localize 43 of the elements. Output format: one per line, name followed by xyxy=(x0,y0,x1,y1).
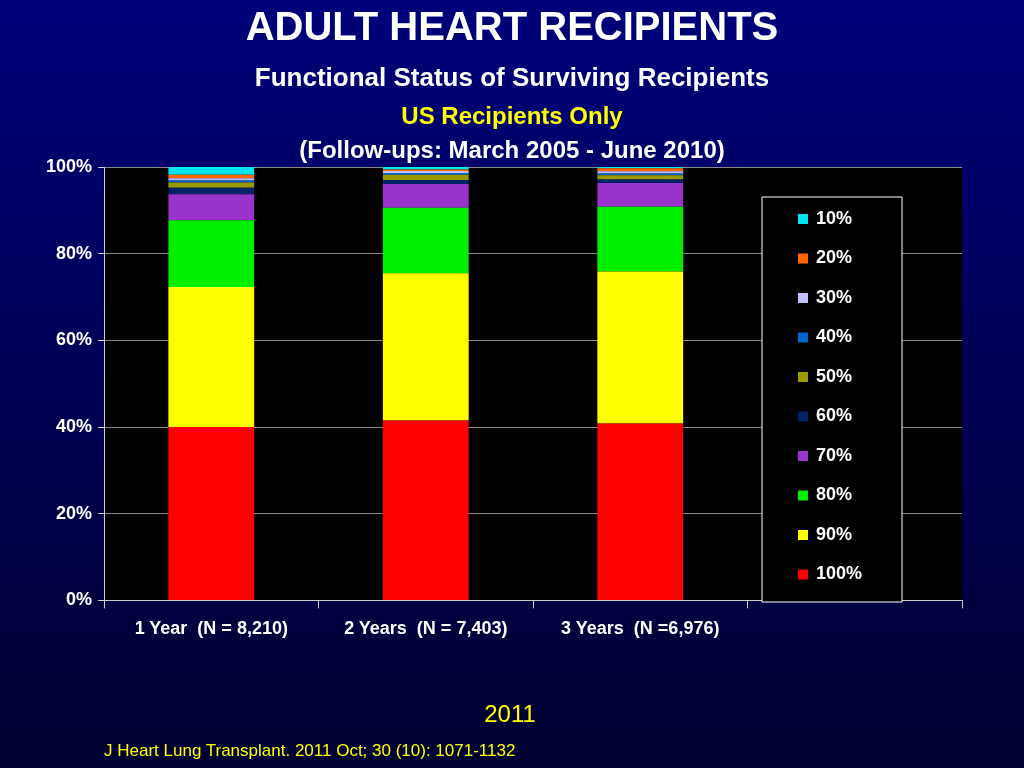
legend-label: 70% xyxy=(816,444,853,465)
legend-label: 90% xyxy=(816,523,853,544)
y-tick-label: 0% xyxy=(66,589,93,610)
chart-title: ADULT HEART RECIPIENTS xyxy=(244,4,780,49)
y-tick-label: 60% xyxy=(56,329,93,350)
bar xyxy=(168,182,255,188)
bar xyxy=(597,175,684,180)
bar xyxy=(597,423,684,600)
x-tick-label: 1 Year (N = 8,210) xyxy=(134,618,288,639)
bar xyxy=(382,420,469,600)
text: (Follow-ups: March 2005 - June 2010) xyxy=(299,136,725,163)
legend-label: 60% xyxy=(816,405,853,426)
y-tick-label: 20% xyxy=(56,502,93,523)
bar xyxy=(382,273,469,421)
bar xyxy=(597,271,684,424)
text: 2011 xyxy=(483,700,537,728)
x-tick-label: 2 Years (N = 7,403) xyxy=(344,618,508,639)
bar xyxy=(382,180,469,184)
bar xyxy=(168,194,255,221)
legend-label: 100% xyxy=(816,563,863,584)
text: J Heart Lung Transplant. 2011 Oct; 30 (10): 1071-1132 xyxy=(104,741,516,761)
bar xyxy=(168,427,255,600)
y-tick-label: 80% xyxy=(56,242,93,263)
bar xyxy=(597,183,684,207)
legend-label: 40% xyxy=(816,326,853,347)
bar xyxy=(382,183,469,208)
bar xyxy=(382,207,469,274)
y-tick-label: 40% xyxy=(56,416,93,437)
bar xyxy=(382,174,469,180)
chart-subtitle: Functional Status of Surviving Recipients xyxy=(253,62,771,93)
bar xyxy=(597,206,684,272)
x-tick-label: 3 Years (N =6,976) xyxy=(561,618,720,639)
bar xyxy=(168,220,255,288)
legend-label: 30% xyxy=(816,286,853,307)
legend-label: 10% xyxy=(816,207,853,228)
legend-label: 20% xyxy=(816,247,853,268)
bar xyxy=(168,187,255,195)
y-tick-label: 100% xyxy=(45,155,93,176)
legend-label: 80% xyxy=(816,484,853,505)
legend-label: 50% xyxy=(816,365,853,386)
text: US Recipients Only xyxy=(400,102,624,130)
bar xyxy=(168,287,255,428)
bar xyxy=(168,167,255,175)
